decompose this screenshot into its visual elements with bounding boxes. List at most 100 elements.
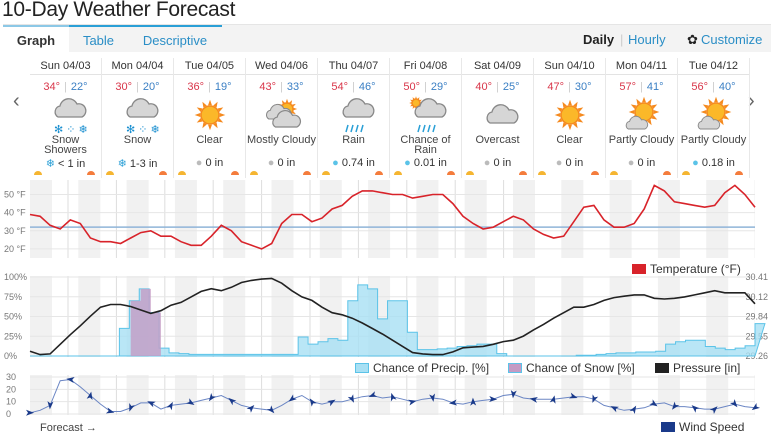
wind-direction-arrow-icon bbox=[368, 391, 378, 397]
day-date: Mon 04/04 bbox=[102, 58, 173, 75]
sunrise-icon bbox=[466, 171, 474, 175]
wind-direction-arrow-icon bbox=[610, 406, 619, 413]
day-date: Fri 04/08 bbox=[390, 58, 461, 75]
night-band bbox=[223, 375, 246, 415]
day-date: Wed 04/06 bbox=[246, 58, 317, 75]
temperature-chart: 20 °F 30 °F 40 °F 50 °F bbox=[4, 180, 756, 258]
day-date: Sat 04/09 bbox=[462, 58, 533, 75]
axis-tick-label: 100% bbox=[4, 272, 27, 282]
prev-arrow-icon[interactable]: ‹ bbox=[13, 90, 20, 112]
sunset-icon bbox=[735, 171, 743, 175]
low-temp: 30° bbox=[574, 81, 592, 93]
night-band bbox=[319, 375, 342, 415]
night-band bbox=[416, 375, 439, 415]
wind-direction-arrow-icon bbox=[408, 399, 417, 406]
overcast-icon bbox=[462, 95, 533, 135]
day-date: Mon 04/11 bbox=[606, 58, 677, 75]
high-temp: 30° bbox=[115, 81, 133, 93]
precip-amount: 0 in bbox=[205, 157, 224, 169]
wind-direction-arrow-icon bbox=[309, 398, 317, 407]
day-column[interactable]: Mon 04/11 57° | 41° Partly Cloudy ● 0 in bbox=[606, 58, 678, 178]
sunset-icon bbox=[375, 171, 383, 175]
night-band bbox=[706, 180, 729, 258]
legend-label: Wind Speed bbox=[679, 420, 745, 434]
legend-label: Pressure [in] bbox=[673, 361, 741, 375]
precip-amount: 0.74 in bbox=[341, 157, 375, 169]
condition-text: Partly Cloudy bbox=[680, 134, 747, 146]
clear-icon bbox=[174, 95, 245, 135]
day-column[interactable]: Tue 04/12 56° | 40° Partly Cloudy ● 0.18 i… bbox=[678, 58, 750, 178]
condition-text: Overcast bbox=[475, 134, 520, 146]
night-band bbox=[368, 375, 391, 415]
day-column[interactable]: Tue 04/05 36° | 19° Clear ● 0 in bbox=[174, 58, 246, 178]
low-temp: 33° bbox=[286, 81, 304, 93]
day-column[interactable]: Wed 04/06 43° | 33° Mostly Cloudy ● 0 in bbox=[246, 58, 318, 178]
legend-swatch bbox=[632, 264, 646, 274]
wind-direction-arrow-icon bbox=[228, 397, 237, 406]
night-band bbox=[126, 180, 149, 258]
wind-direction-arrow-icon bbox=[186, 398, 195, 406]
forecast-label: Forecast → bbox=[40, 422, 97, 434]
day-column[interactable]: Sun 04/10 47° | 30° Clear ● 0 in bbox=[534, 58, 606, 178]
night-band bbox=[609, 180, 632, 258]
low-temp: 20° bbox=[142, 81, 160, 93]
tab-table[interactable]: Table bbox=[69, 25, 128, 53]
night-band bbox=[464, 375, 487, 415]
sunset-icon bbox=[663, 171, 671, 175]
night-band bbox=[657, 180, 680, 258]
axis-tick-label: 30 °F bbox=[4, 226, 26, 236]
partly-cloudy-icon bbox=[606, 95, 677, 135]
sunrise-icon bbox=[250, 171, 258, 175]
day-date: Sun 04/10 bbox=[534, 58, 605, 75]
wind-chart: 0 10 20 30 bbox=[6, 372, 760, 419]
customize-link[interactable]: Customize bbox=[701, 32, 763, 47]
axis-tick-label: 50 °F bbox=[4, 190, 26, 200]
low-temp: 41° bbox=[646, 81, 664, 93]
daily-toggle[interactable]: Daily bbox=[583, 32, 615, 47]
night-band bbox=[609, 375, 632, 415]
drop-blue-icon: ● bbox=[332, 157, 339, 169]
night-band bbox=[706, 375, 729, 415]
right-axis-tick-label: 30.12 bbox=[745, 292, 768, 302]
night-band bbox=[561, 180, 584, 258]
low-temp: 40° bbox=[718, 81, 736, 93]
wind-direction-arrow-icon bbox=[489, 396, 498, 403]
mostly-cloudy-icon bbox=[246, 95, 317, 135]
axis-tick-label: 25% bbox=[4, 331, 22, 341]
pressure-legend: Pressure [in] bbox=[655, 361, 740, 375]
daily-forecast-strip: Sun 04/03 34° | 22° ✻ ⁘ ❄ Snow Showers ❄ <… bbox=[30, 58, 750, 178]
gear-icon[interactable]: ✿ bbox=[687, 32, 698, 47]
drop-gray-icon: ● bbox=[627, 157, 635, 169]
precip-amount: 0 in bbox=[493, 157, 512, 169]
drop-gray-icon: ● bbox=[195, 157, 203, 169]
hourly-toggle[interactable]: Hourly bbox=[628, 32, 666, 47]
day-column[interactable]: Thu 04/07 54° | 46° Rain ● 0.74 in bbox=[318, 58, 390, 178]
precip-amount: 0 in bbox=[277, 157, 296, 169]
low-temp: 29° bbox=[430, 81, 448, 93]
day-column[interactable]: Mon 04/04 30° | 20° ✻ ⁘ ❄ Snow ❄ 1-3 in bbox=[102, 58, 174, 178]
condition-text: Clear bbox=[556, 134, 583, 146]
condition-text: Partly Cloudy bbox=[608, 134, 675, 146]
day-date: Tue 04/05 bbox=[174, 58, 245, 75]
day-column[interactable]: Sat 04/09 40° | 25° Overcast ● 0 in bbox=[462, 58, 534, 178]
precip-amount: 0.01 in bbox=[413, 157, 447, 169]
right-axis-tick-label: 30.41 bbox=[745, 272, 768, 282]
tab-descriptive[interactable]: Descriptive bbox=[128, 25, 222, 53]
snow-icon: ✻ ⁘ ❄ bbox=[102, 95, 173, 135]
tab-graph[interactable]: Graph bbox=[3, 25, 69, 53]
wind-direction-arrow-icon bbox=[147, 401, 156, 408]
day-column[interactable]: Fri 04/08 50° | 29° Chance of Rain ● 0.01 … bbox=[390, 58, 462, 178]
day-column[interactable]: Sun 04/03 34° | 22° ✻ ⁘ ❄ Snow Showers ❄ <… bbox=[30, 58, 102, 178]
wind-direction-arrow-icon bbox=[208, 392, 217, 402]
night-band bbox=[513, 375, 535, 415]
tab-bar: Graph Table Descriptive Daily | Hourly ✿… bbox=[3, 24, 771, 53]
wind-direction-arrow-icon bbox=[569, 392, 578, 399]
next-arrow-icon[interactable]: › bbox=[748, 90, 755, 112]
wind-direction-arrow-icon bbox=[729, 399, 738, 408]
precip-amount: 0 in bbox=[565, 157, 584, 169]
low-temp: 19° bbox=[214, 81, 232, 93]
pressure-line bbox=[29, 277, 756, 356]
wind-direction-arrow-icon bbox=[691, 405, 700, 413]
high-temp: 54° bbox=[331, 81, 349, 93]
wind-direction-arrow-icon bbox=[529, 396, 538, 403]
